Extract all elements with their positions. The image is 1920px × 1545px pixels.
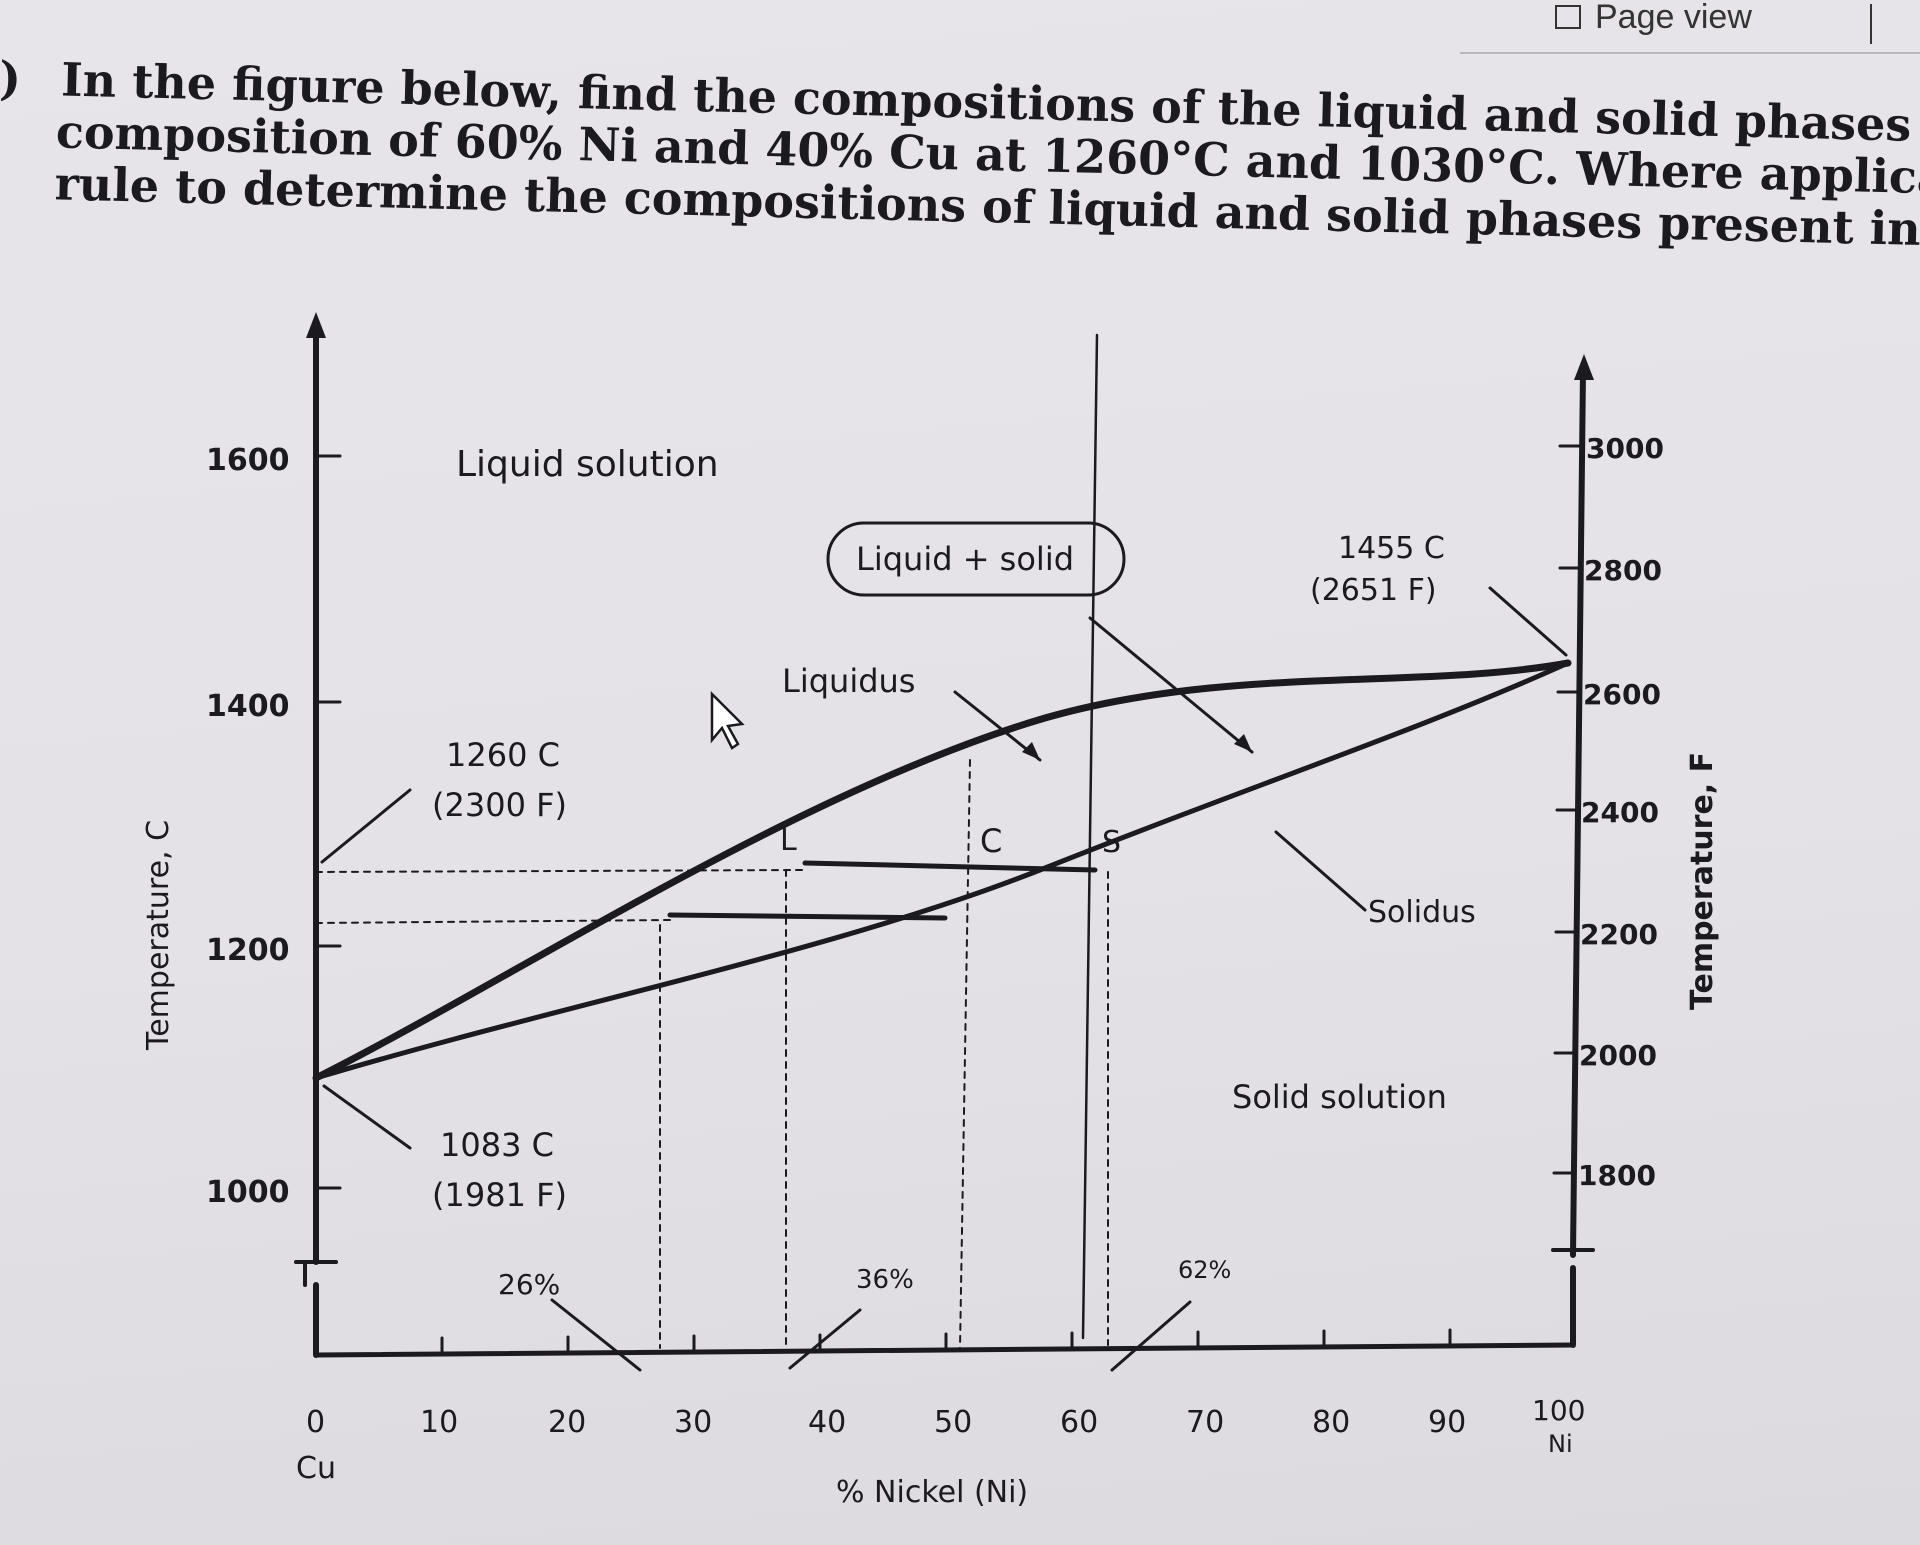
- right-tick-2800: 2800: [1584, 554, 1662, 587]
- x-tick-70: 70: [1186, 1405, 1224, 1440]
- liquidus-label: Liquidus: [782, 662, 915, 700]
- point-s-label: S: [1102, 825, 1121, 860]
- x-tick-80: 80: [1312, 1405, 1350, 1440]
- left-tick-1400: 1400: [206, 689, 290, 724]
- arrowhead-liquidus: [1022, 742, 1040, 760]
- viewer-toolbar: [1460, 0, 1920, 54]
- left-tick-1200: 1200: [206, 933, 290, 968]
- page-view-label: Page view: [1595, 0, 1752, 36]
- leader-36: [788, 1308, 862, 1370]
- percent-62-label: 62%: [1178, 1256, 1231, 1284]
- left-axis-title: Temperature, C: [141, 820, 176, 1051]
- x-tick-100: 100: [1532, 1394, 1585, 1427]
- leader-solidus: [1274, 830, 1367, 912]
- leader-26: [550, 1298, 642, 1372]
- region-two-phase-label: Liquid + solid: [856, 540, 1074, 578]
- solidus-label: Solidus: [1368, 895, 1476, 930]
- percent-36-label: 36%: [856, 1265, 914, 1295]
- tie-line-upper: [802, 860, 1098, 873]
- guide-50-vertical: [959, 759, 971, 1349]
- x-tick-40: 40: [808, 1405, 846, 1440]
- x-axis-ticks: [440, 1328, 1452, 1356]
- guide-1260-dashed: [315, 869, 806, 873]
- ni-melt-c-label: 1455 C: [1338, 531, 1445, 566]
- x-end-ni: Ni: [1548, 1430, 1573, 1458]
- left-tick-1600: 1600: [206, 443, 290, 478]
- arrowhead-liquid-solid: [1234, 734, 1252, 752]
- leader-liquid-solid: [1088, 616, 1254, 754]
- iso-f-label: (2300 F): [432, 786, 567, 824]
- guide-1220-dashed: [315, 919, 671, 924]
- cu-melt-c-label: 1083 C: [440, 1126, 554, 1164]
- left-tick-1000: 1000: [206, 1175, 290, 1210]
- right-tick-3000: 3000: [1586, 432, 1664, 465]
- right-tick-2000: 2000: [1579, 1039, 1657, 1072]
- point-l-label: L: [780, 823, 797, 858]
- toolbar-separator: [1870, 4, 1872, 44]
- page-view-icon: [1555, 5, 1581, 29]
- solidus-curve: [313, 660, 1571, 1081]
- iso-c-label: 1260 C: [446, 736, 560, 774]
- x-end-cu: Cu: [296, 1451, 336, 1486]
- x-tick-30: 30: [674, 1405, 712, 1440]
- right-axis-line: [1570, 369, 1586, 1258]
- right-tick-2200: 2200: [1580, 918, 1658, 951]
- region-solid-label: Solid solution: [1232, 1078, 1447, 1116]
- right-axis-arrow: [1574, 354, 1594, 380]
- percent-26-label: 26%: [498, 1268, 560, 1301]
- x-axis-title: % Nickel (Ni): [836, 1475, 1028, 1510]
- right-axis-title: Temperature, F: [1685, 752, 1720, 1010]
- x-tick-90: 90: [1428, 1405, 1466, 1440]
- leader-62: [1110, 1300, 1192, 1372]
- left-axis-arrow: [306, 312, 326, 338]
- liquid-solid-box: [826, 521, 1126, 597]
- left-axis-ticks: [314, 454, 342, 1190]
- region-liquid-label: Liquid solution: [456, 444, 719, 485]
- leader-1260: [320, 788, 412, 864]
- right-tick-2600: 2600: [1583, 678, 1661, 711]
- tie-line-lower: [667, 912, 948, 921]
- right-axis-ticks: [1552, 444, 1584, 1175]
- right-tick-1800: 1800: [1578, 1159, 1656, 1192]
- leader-1455: [1488, 586, 1568, 657]
- x-tick-0: 0: [306, 1405, 325, 1440]
- cursor-pointer-icon: [710, 690, 745, 750]
- cu-melt-f-label: (1981 F): [432, 1176, 567, 1214]
- composition-line-60: [1081, 333, 1099, 1340]
- page-view-button[interactable]: Page view: [1555, 0, 1855, 36]
- liquidus-curve: [312, 659, 1572, 1082]
- x-tick-60: 60: [1060, 1405, 1098, 1440]
- question-marker: ): [0, 50, 22, 106]
- right-tick-2400: 2400: [1581, 796, 1659, 829]
- x-tick-20: 20: [548, 1405, 586, 1440]
- point-c-label: C: [980, 822, 1002, 860]
- cu-ni-phase-diagram: 1600 1400 1200 1000 3000 2800 2600 2400 …: [141, 312, 1720, 1510]
- x-tick-10: 10: [420, 1405, 458, 1440]
- leader-1083: [322, 1084, 412, 1150]
- x-tick-50: 50: [934, 1405, 972, 1440]
- ni-melt-f-label: (2651 F): [1310, 573, 1437, 608]
